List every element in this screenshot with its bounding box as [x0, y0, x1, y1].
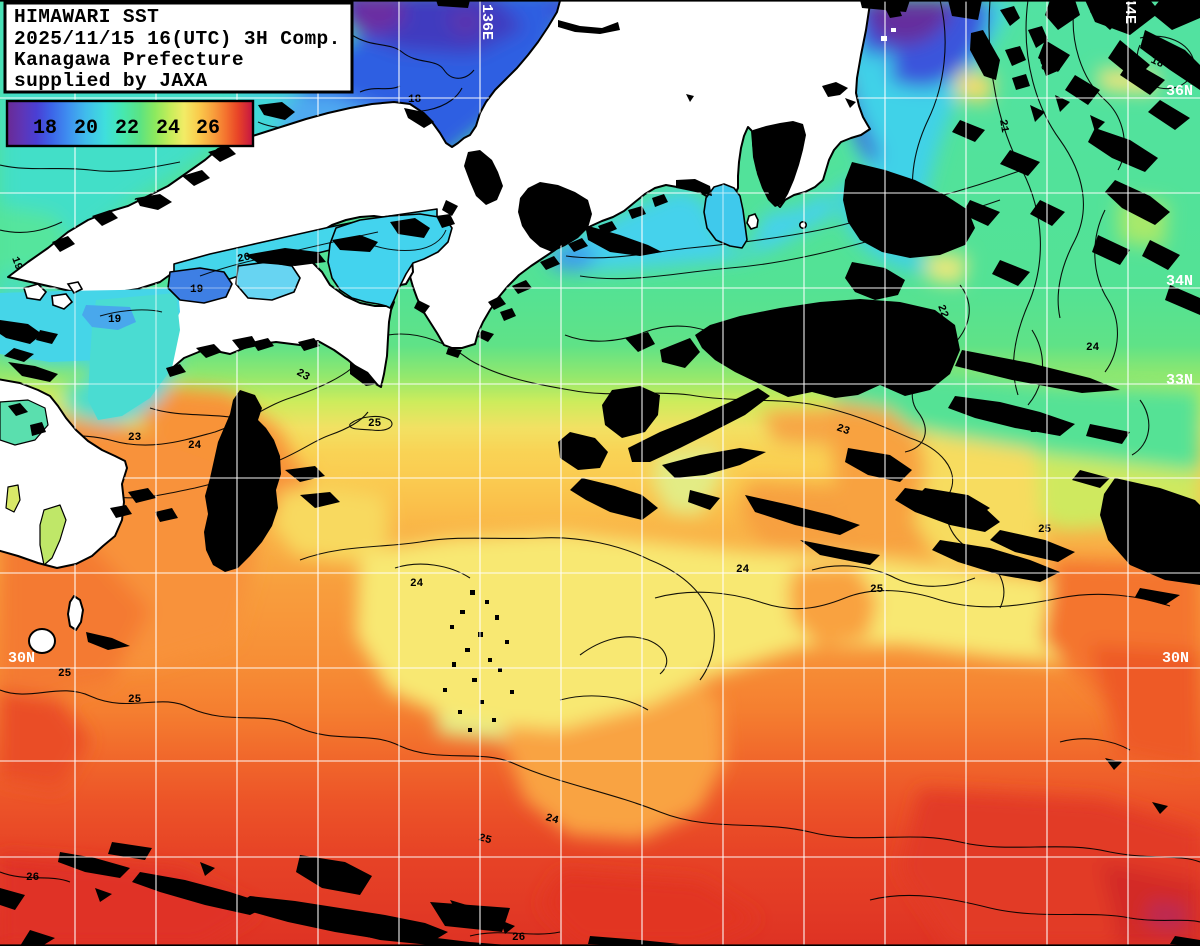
svg-text:25: 25: [1038, 524, 1052, 536]
svg-text:33N: 33N: [1166, 372, 1193, 389]
svg-text:19: 19: [190, 284, 203, 296]
svg-text:20: 20: [74, 117, 98, 140]
svg-text:36N: 36N: [1166, 83, 1193, 100]
svg-text:supplied by JAXA: supplied by JAXA: [14, 70, 208, 92]
svg-text:22: 22: [115, 117, 139, 140]
svg-text:25: 25: [368, 418, 382, 430]
svg-text:19: 19: [108, 314, 121, 326]
svg-text:26: 26: [196, 117, 220, 140]
svg-text:24: 24: [410, 578, 424, 590]
svg-text:24: 24: [188, 440, 202, 452]
svg-text:2025/11/15 16(UTC) 3H Comp.: 2025/11/15 16(UTC) 3H Comp.: [14, 28, 341, 50]
svg-text:25: 25: [128, 694, 142, 706]
svg-text:23: 23: [835, 422, 852, 438]
svg-text:23: 23: [294, 367, 312, 384]
svg-text:24: 24: [544, 812, 560, 827]
svg-text:30N: 30N: [1162, 650, 1189, 667]
svg-text:18: 18: [33, 117, 57, 140]
svg-text:25: 25: [870, 584, 884, 596]
svg-text:21: 21: [996, 119, 1010, 134]
svg-text:144E: 144E: [1121, 0, 1138, 24]
svg-text:23: 23: [128, 432, 142, 444]
svg-text:26: 26: [512, 932, 525, 944]
svg-text:136E: 136E: [478, 4, 495, 40]
svg-text:Kanagawa Prefecture: Kanagawa Prefecture: [14, 49, 244, 71]
svg-text:18: 18: [408, 94, 422, 106]
svg-text:HIMAWARI SST: HIMAWARI SST: [14, 6, 159, 28]
svg-text:24: 24: [156, 117, 180, 140]
svg-text:24: 24: [736, 564, 750, 576]
svg-text:30N: 30N: [8, 650, 35, 667]
svg-text:26: 26: [26, 872, 39, 884]
svg-text:24: 24: [1086, 342, 1100, 354]
svg-text:25: 25: [58, 668, 72, 680]
svg-text:25: 25: [477, 832, 493, 847]
svg-text:34N: 34N: [1166, 273, 1193, 290]
